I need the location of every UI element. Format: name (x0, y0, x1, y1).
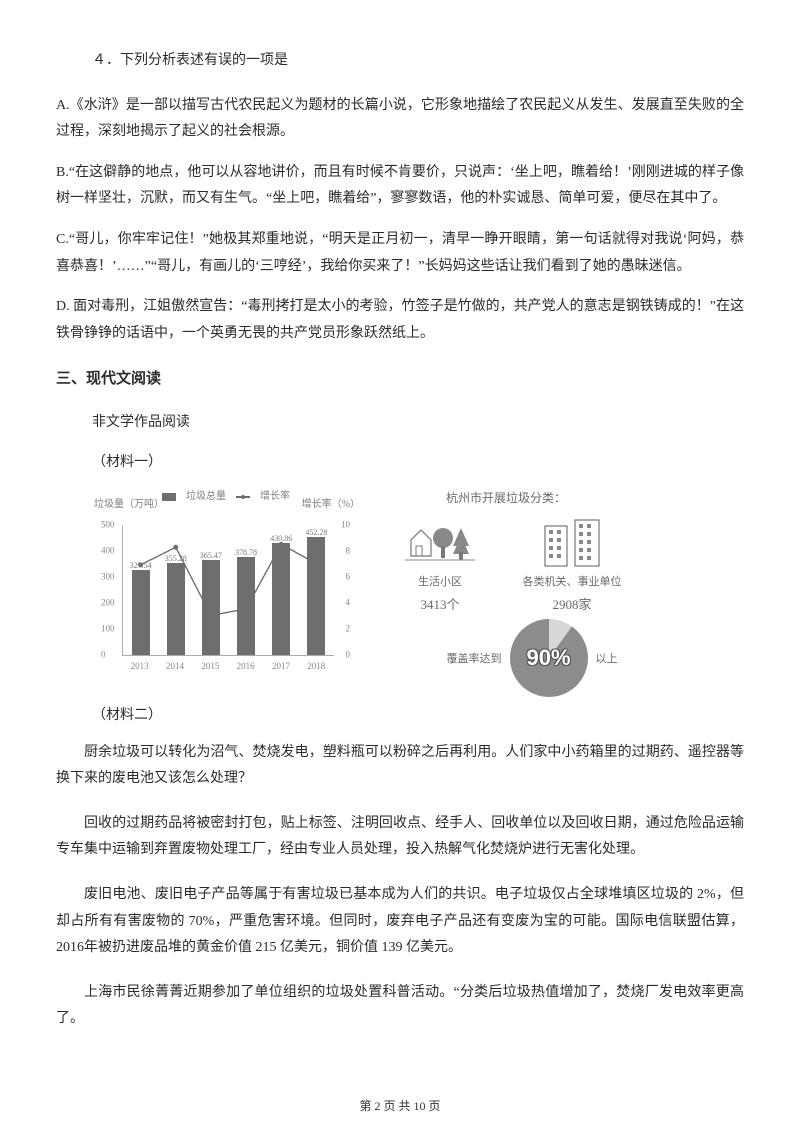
house-trees-icon (403, 516, 477, 570)
xlabel-2016: 2016 (237, 658, 255, 675)
option-a: A.《水浒》是一部以描写古代农民起义为题材的长篇小说，它形象地描绘了农民起义从发… (56, 93, 744, 146)
hangzhou-infographic: 杭州市开展垃圾分类： 生活小区 3413个 (374, 487, 638, 673)
option-b: B.“在这僻静的地点，他可以从容地讲价，而且有时候不肯要价，只说声：‘坐上吧，瞧… (56, 160, 744, 213)
pie-caption-prefix: 覆盖率达到 (447, 649, 502, 670)
agency-block: 各类机关、事业单位 2908家 (517, 516, 627, 618)
garbage-chart: 垃圾总量 增长率 垃圾量（万吨） 增长率（%） 327.54355.28365.… (96, 487, 356, 673)
y-left-title: 垃圾量（万吨） (94, 495, 164, 514)
material-2-para-4: 上海市民徐菁菁近期参加了单位组织的垃圾处置科普活动。“分类后垃圾热值增加了，焚烧… (56, 980, 744, 1033)
y-right-title: 增长率（%） (302, 495, 360, 514)
community-label: 生活小区 (418, 572, 462, 593)
chart-plot-area: 327.54355.28365.47378.78430.86452.28 010… (122, 526, 334, 656)
bar-2013: 327.54 (127, 570, 155, 655)
agency-label: 各类机关、事业单位 (523, 572, 622, 593)
agency-count: 2908家 (552, 593, 591, 618)
xlabel-2015: 2015 (201, 658, 219, 675)
section-3-title: 三、现代文阅读 (56, 365, 744, 394)
page-footer: 第 2 页 共 10 页 (0, 1095, 800, 1118)
material-2-para-2: 回收的过期药品将被密封打包，贴上标签、注明回收点、经手人、回收单位以及回收日期，… (56, 811, 744, 864)
option-c: C.“哥儿，你牢牢记住！”她极其郑重地说，“明天是正月初一，清早一睁开眼睛，第一… (56, 227, 744, 280)
community-block: 生活小区 3413个 (385, 516, 495, 618)
coverage-pie: 90% (510, 619, 588, 697)
material-2-para-1: 厨余垃圾可以转化为沼气、焚烧发电，塑料瓶可以粉碎之后再利用。人们家中小药箱里的过… (56, 740, 744, 793)
xlabel-2014: 2014 (166, 658, 184, 675)
pie-percent: 90% (526, 637, 570, 679)
reading-intro: 非文学作品阅读 (92, 410, 744, 437)
bar-2018: 452.28 (302, 537, 330, 655)
material-1-figure: 垃圾总量 增长率 垃圾量（万吨） 增长率（%） 327.54355.28365.… (96, 487, 744, 673)
buildings-icon (535, 516, 609, 570)
option-d: D. 面对毒刑，江姐傲然宣告：“毒刑拷打是太小的考验，竹签子是竹做的，共产党人的… (56, 294, 744, 347)
bar-2016: 378.78 (232, 557, 260, 655)
legend-label-total: 垃圾总量 (186, 487, 226, 506)
material-2-label: （材料二） (92, 703, 744, 730)
xlabel-2018: 2018 (307, 658, 325, 675)
pie-caption-suffix: 以上 (596, 649, 618, 670)
bar-2014: 355.28 (162, 563, 190, 655)
legend-label-rate: 增长率 (260, 487, 290, 506)
community-count: 3413个 (420, 593, 459, 618)
xlabel-2017: 2017 (272, 658, 290, 675)
question-4-stem: ４．下列分析表述有误的一项是 (92, 48, 744, 75)
bars-container: 327.54355.28365.47378.78430.86452.28 (123, 526, 334, 655)
material-2-para-3: 废旧电池、废旧电子产品等属于有害垃圾已基本成为人们的共识。电子垃圾仅占全球堆填区… (56, 882, 744, 962)
infographic-title: 杭州市开展垃圾分类： (374, 487, 638, 510)
material-1-label: （材料一） (92, 450, 744, 477)
xlabel-2013: 2013 (131, 658, 149, 675)
legend-swatch-rate (236, 496, 250, 498)
bar-2015: 365.47 (197, 560, 225, 655)
legend-swatch-total (162, 493, 176, 501)
bar-2017: 430.86 (267, 543, 295, 655)
x-axis-labels: 2013 2014 2015 2016 2017 2018 (122, 658, 334, 675)
